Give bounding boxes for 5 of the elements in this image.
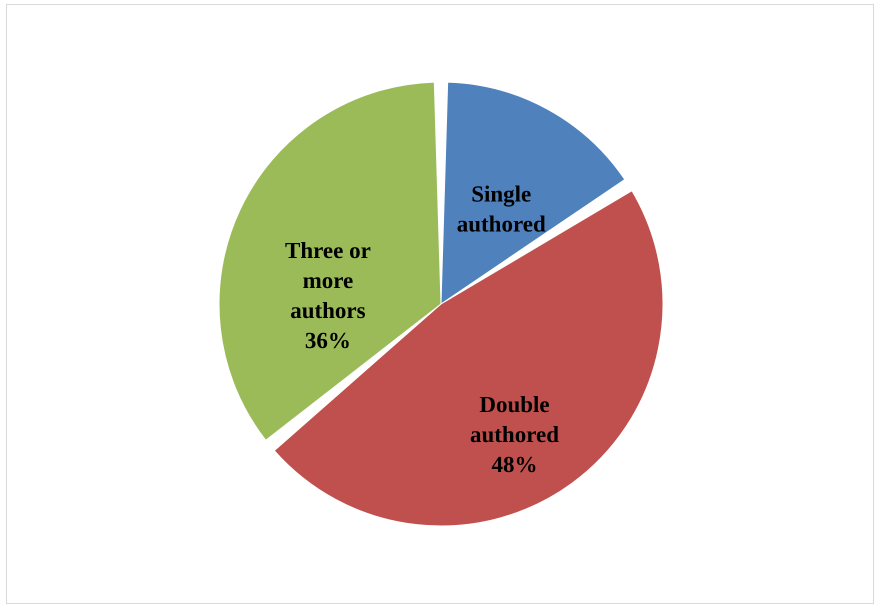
slice-label: Double authored bbox=[470, 392, 560, 448]
slice-label: Single authored bbox=[456, 181, 546, 236]
data-label: 48% bbox=[491, 452, 538, 478]
slice-label: Three or more authors bbox=[284, 238, 371, 323]
data-label: 36% bbox=[304, 328, 351, 353]
